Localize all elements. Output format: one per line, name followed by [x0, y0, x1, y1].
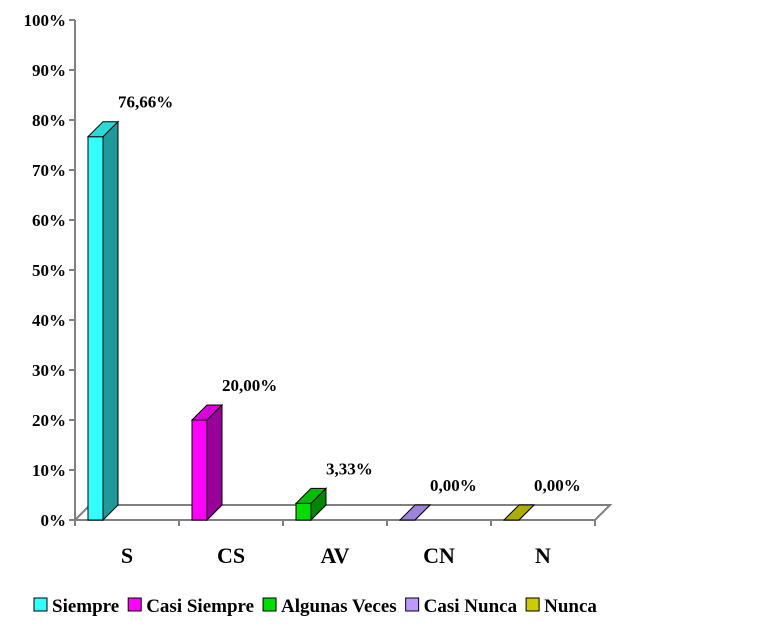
legend-swatch [262, 597, 277, 612]
bar-AV [294, 487, 328, 522]
data-label: 3,33% [326, 459, 373, 478]
bar-side [206, 403, 223, 522]
x-category-label: CN [423, 543, 455, 568]
legend-item: Siempre [33, 596, 119, 617]
bar-N [502, 504, 536, 521]
y-tick-label: 100% [24, 11, 67, 30]
bar-top [294, 487, 328, 504]
chart-bars [86, 120, 536, 522]
bar-side [102, 120, 119, 522]
data-label: 20,00% [222, 376, 277, 395]
x-category-label: S [121, 543, 133, 568]
bar-S [86, 120, 120, 522]
legend-label: Casi Nunca [424, 596, 518, 617]
legend-label: Algunas Veces [281, 596, 397, 617]
x-category-label: CS [217, 543, 245, 568]
legend-swatch [525, 597, 540, 612]
y-tick-label: 20% [32, 411, 66, 430]
data-label: 76,66% [118, 93, 173, 112]
data-label: 0,00% [534, 476, 581, 495]
y-tick-label: 80% [32, 111, 66, 130]
data-labels: 76,66% 20,00% 3,33% 0,00% 0,00% [118, 93, 581, 495]
legend-item: Casi Nunca [405, 596, 518, 617]
legend-item: Nunca [525, 596, 597, 617]
legend-swatch [127, 597, 142, 612]
bar-front [191, 419, 208, 521]
bar-front [87, 136, 104, 521]
legend-item: Algunas Veces [262, 596, 397, 617]
bar-CS [190, 403, 224, 522]
bar-front [295, 502, 312, 521]
y-tick-label: 60% [32, 211, 66, 230]
x-axis-category-labels: S CS AV CN N [121, 543, 551, 568]
bar-top [190, 404, 224, 421]
bar-CN [398, 504, 432, 521]
legend-swatch [33, 597, 48, 612]
y-tick-label: 90% [32, 61, 66, 80]
y-tick-label: 50% [32, 261, 66, 280]
bar-top [502, 504, 536, 521]
y-tick-label: 10% [32, 461, 66, 480]
legend-label: Siempre [52, 596, 119, 617]
legend-label: Nunca [544, 596, 597, 617]
y-tick-label: 30% [32, 361, 66, 380]
data-label: 0,00% [430, 476, 477, 495]
y-tick-label: 70% [32, 161, 66, 180]
bar-top [398, 504, 432, 521]
bar-top [86, 121, 120, 138]
y-tick-label: 0% [41, 511, 67, 530]
y-axis-ticks: 0% 10% 20% 30% 40% 50% 60% 70% 80% 90% 100% [24, 11, 75, 530]
chart-legend: Siempre Casi Siempre Algunas Veces Casi Nun… [33, 596, 597, 617]
x-category-label: N [535, 543, 551, 568]
y-tick-label: 40% [32, 311, 66, 330]
x-category-label: AV [321, 543, 350, 568]
legend-label: Casi Siempre [146, 596, 254, 617]
legend-swatch [405, 597, 420, 612]
legend-item: Casi Siempre [127, 596, 254, 617]
